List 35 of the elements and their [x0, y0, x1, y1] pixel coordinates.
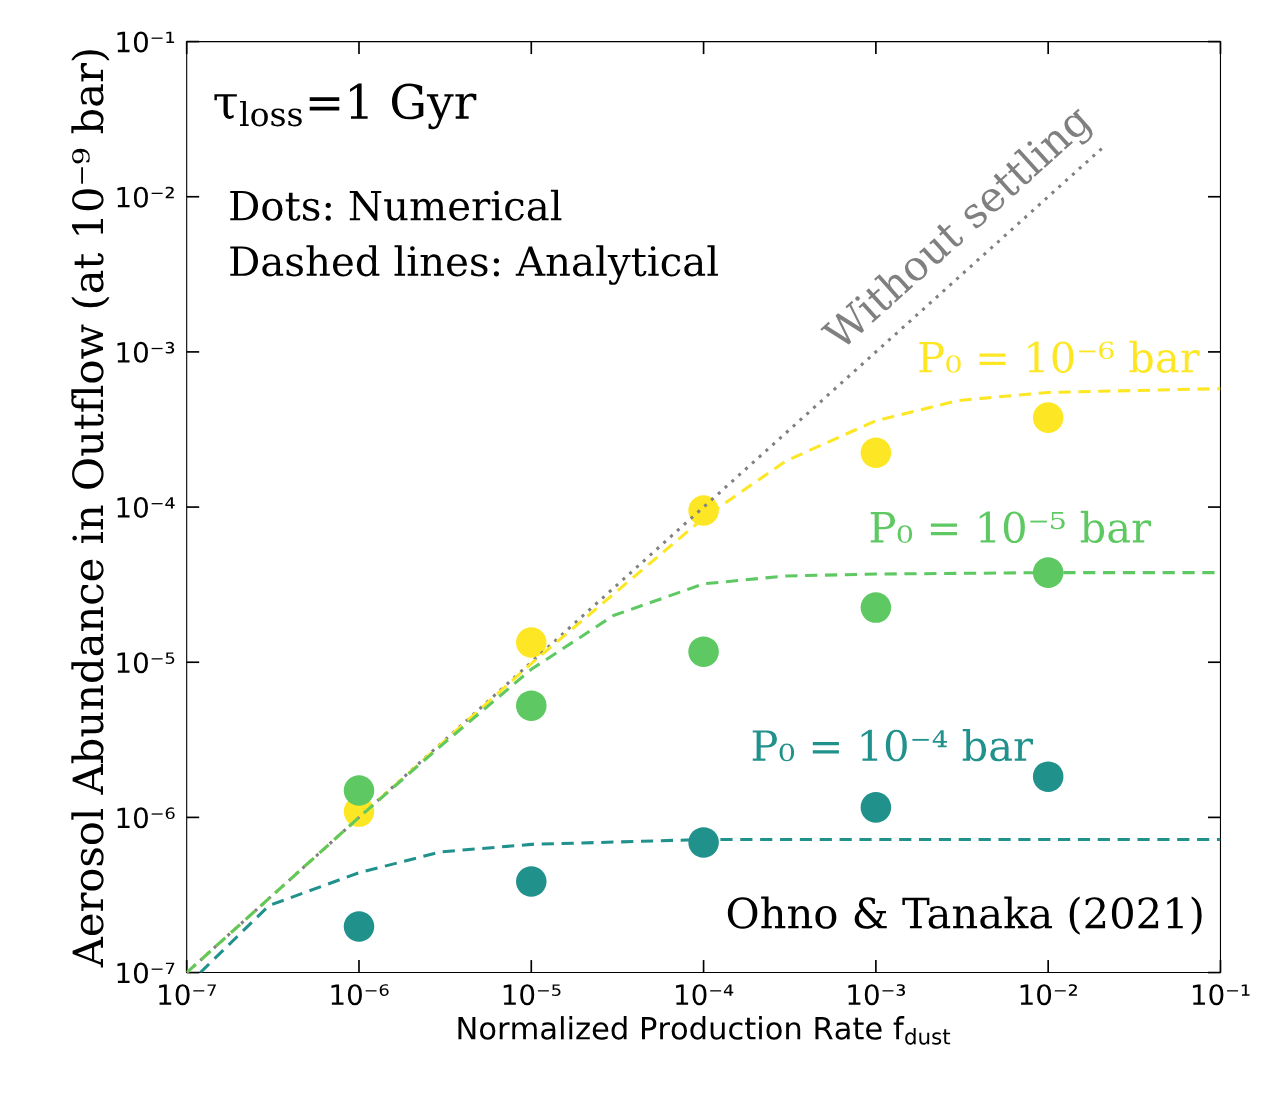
annotation: Dots: Numerical	[230, 189, 562, 221]
point	[1032, 402, 1064, 433]
series-label: P₀ = 10⁻⁴ bar	[752, 729, 1033, 762]
x-tick-label: 10⁻⁵	[503, 984, 561, 1006]
point	[516, 627, 547, 658]
y-tick-label: 10⁻²	[117, 186, 174, 208]
x-tick-label: 10⁻⁴	[676, 984, 734, 1006]
y-tick-label: 10⁻⁵	[117, 652, 175, 674]
point	[1032, 761, 1064, 792]
series-label: P₀ = 10⁻⁵ bar	[870, 510, 1152, 544]
y-tick-label: 10⁻¹	[117, 31, 175, 53]
point	[343, 911, 375, 942]
x-tick-label: 10⁻⁶	[331, 984, 389, 1006]
x-tick-label: 10⁻³	[848, 984, 906, 1006]
point	[860, 592, 892, 623]
y-tick-label: 10⁻⁶	[117, 807, 175, 829]
point	[860, 792, 892, 823]
point	[860, 437, 892, 468]
point	[1032, 557, 1064, 588]
y-tick-label: 10⁻⁷	[117, 962, 175, 984]
x-tick-label: 10⁻⁷	[159, 984, 216, 1006]
annotation: Ohno & Tanaka (2021)	[727, 896, 1202, 935]
point	[688, 827, 719, 858]
x-tick-label: 10⁻²	[1020, 984, 1077, 1006]
point	[343, 775, 375, 806]
y-tick-label: 10⁻³	[117, 341, 175, 363]
annotation: τ$_{loss}$=1 Gyr	[214, 83, 477, 130]
y-tick-label: 10⁻⁴	[117, 497, 175, 519]
annotation: Dashed lines: Analytical	[230, 245, 718, 285]
x-tick-label: 10⁻¹	[1192, 984, 1250, 1006]
point	[688, 636, 719, 667]
y-axis-title: Aerosol Abundance in Outflow (at 10⁻⁹ bar)	[71, 50, 110, 968]
x-axis-title: Normalized Production Rate f$_{dust}$	[458, 1016, 951, 1045]
point	[516, 866, 547, 897]
point	[516, 690, 547, 721]
